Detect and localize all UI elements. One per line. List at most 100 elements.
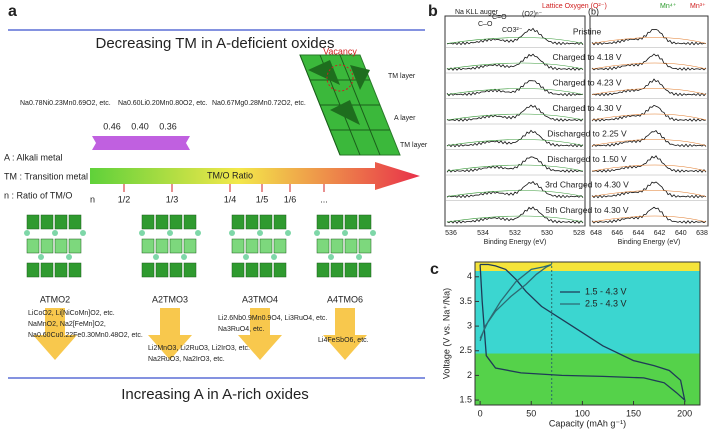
band: [475, 262, 700, 354]
tick-label: 532: [509, 230, 521, 237]
spectrum: [446, 180, 584, 199]
polyhedron: [358, 214, 372, 230]
down-arrow: [148, 308, 192, 360]
row-label: Pristine: [573, 26, 602, 36]
peak-label: CO3²⁻: [502, 27, 523, 34]
x-tick-label: 200: [677, 408, 692, 418]
panel-label: c: [430, 261, 439, 278]
polyhedron: [183, 238, 197, 254]
spectrum: [446, 27, 584, 46]
example: LiCoO2, Li[NiCoMn]O2, etc.: [28, 310, 115, 317]
spectrum: [446, 129, 584, 148]
example: Na0.60Cu0.22Fe0.30Mn0.48O2, etc.: [28, 332, 143, 339]
polyhedron: [54, 238, 68, 254]
polyhedron: [155, 262, 169, 278]
row-label: Charged to 4.23 V: [553, 77, 622, 87]
panel-label: a: [8, 3, 17, 20]
polyhedron: [231, 214, 245, 230]
peak-label: Mn⁴⁺: [660, 3, 677, 10]
atom: [139, 230, 145, 236]
fit: [591, 37, 707, 44]
polyhedron: [316, 238, 330, 254]
row-label: Discharged to 1.50 V: [547, 154, 627, 164]
polyhedron: [26, 262, 40, 278]
down-arrow: [323, 308, 367, 360]
polyhedron: [316, 262, 330, 278]
spectrum: [591, 78, 707, 97]
peak-label: C=O: [492, 14, 507, 21]
fit: [446, 190, 584, 197]
y-axis-label: Voltage (V vs. Na⁺/Na): [441, 288, 451, 379]
band: [475, 262, 700, 271]
legend-label: 2.5 - 4.3 V: [585, 298, 627, 308]
polyhedron: [273, 214, 287, 230]
ratio: 0.36: [159, 121, 177, 131]
fit: [446, 62, 584, 70]
polyhedron: [245, 238, 259, 254]
fit: [446, 113, 584, 121]
polyhedron: [316, 214, 330, 230]
sub-label: (b): [588, 6, 599, 16]
row-label: 5th Charged to 4.30 V: [545, 205, 629, 215]
formula: Na0.60Li0.20Mn0.80O2, etc.: [118, 100, 208, 107]
atom: [167, 230, 173, 236]
polyhedron: [169, 262, 183, 278]
ratio: 0.40: [131, 121, 149, 131]
polyhedron: [183, 214, 197, 230]
down-arrow: [33, 308, 77, 360]
x-tick-label: 150: [626, 408, 641, 418]
peak-label: Na KLL auger: [455, 9, 499, 16]
peak-label: (O2)ⁿ⁻: [522, 11, 543, 18]
atom: [271, 254, 277, 260]
spectrum: [446, 104, 584, 122]
tick-label: 644: [633, 230, 645, 237]
polyhedron: [54, 262, 68, 278]
polyhedron: [40, 262, 54, 278]
atom: [52, 230, 58, 236]
polyhedron: [141, 262, 155, 278]
axis-label: Binding Energy (eV): [618, 239, 681, 246]
legend-text: A : Alkali metal: [4, 152, 63, 162]
atom: [356, 254, 362, 260]
series-line: [479, 263, 552, 342]
vacancy-label: Vacancy: [323, 46, 357, 56]
polyhedron: [231, 262, 245, 278]
polyhedron: [169, 238, 183, 254]
y-tick-label: 2: [467, 370, 472, 380]
ratio-arrow: [90, 162, 420, 190]
spectrum: [591, 206, 707, 224]
polyhedron: [358, 238, 372, 254]
example: NaMnO2, Na2[FeMn]O2,: [28, 321, 106, 328]
ratio: 0.46: [103, 121, 121, 131]
atom: [181, 254, 187, 260]
example: Li2.6Nb0.9Mn0.9O4, Li3RuO4, etc.: [218, 315, 327, 322]
x-tick-label: 100: [575, 408, 590, 418]
atom: [243, 254, 249, 260]
structure-name: ATMO2: [40, 294, 70, 304]
atom: [38, 254, 44, 260]
polyhedron: [259, 214, 273, 230]
n-value: 1/5: [256, 194, 269, 204]
polyhedron: [344, 238, 358, 254]
legend-text: n : Ratio of TM/O: [4, 190, 72, 200]
legend-text: TM : Transition metal: [4, 171, 88, 181]
tick-label: 646: [611, 230, 623, 237]
polyhedron: [26, 214, 40, 230]
structure-name: A2TMO3: [152, 294, 188, 304]
polyhedron: [141, 214, 155, 230]
spectrum: [446, 156, 584, 173]
formula: Na0.78Ni0.23Mn0.69O2, etc.: [20, 100, 111, 107]
peak-label: C–O: [478, 21, 493, 28]
peak-label: Lattice Oxygen (O²⁻): [542, 3, 607, 10]
atom: [328, 254, 334, 260]
polyhedron: [169, 214, 183, 230]
n-value: ...: [320, 194, 328, 204]
y-tick-label: 3.5: [459, 296, 472, 306]
arrow-label: TM/O Ratio: [207, 170, 253, 180]
polyhedron: [358, 262, 372, 278]
spectrum: [446, 206, 584, 224]
layer-label: TM layer: [388, 73, 416, 80]
polyhedron: [68, 238, 82, 254]
spectrum: [446, 53, 584, 71]
